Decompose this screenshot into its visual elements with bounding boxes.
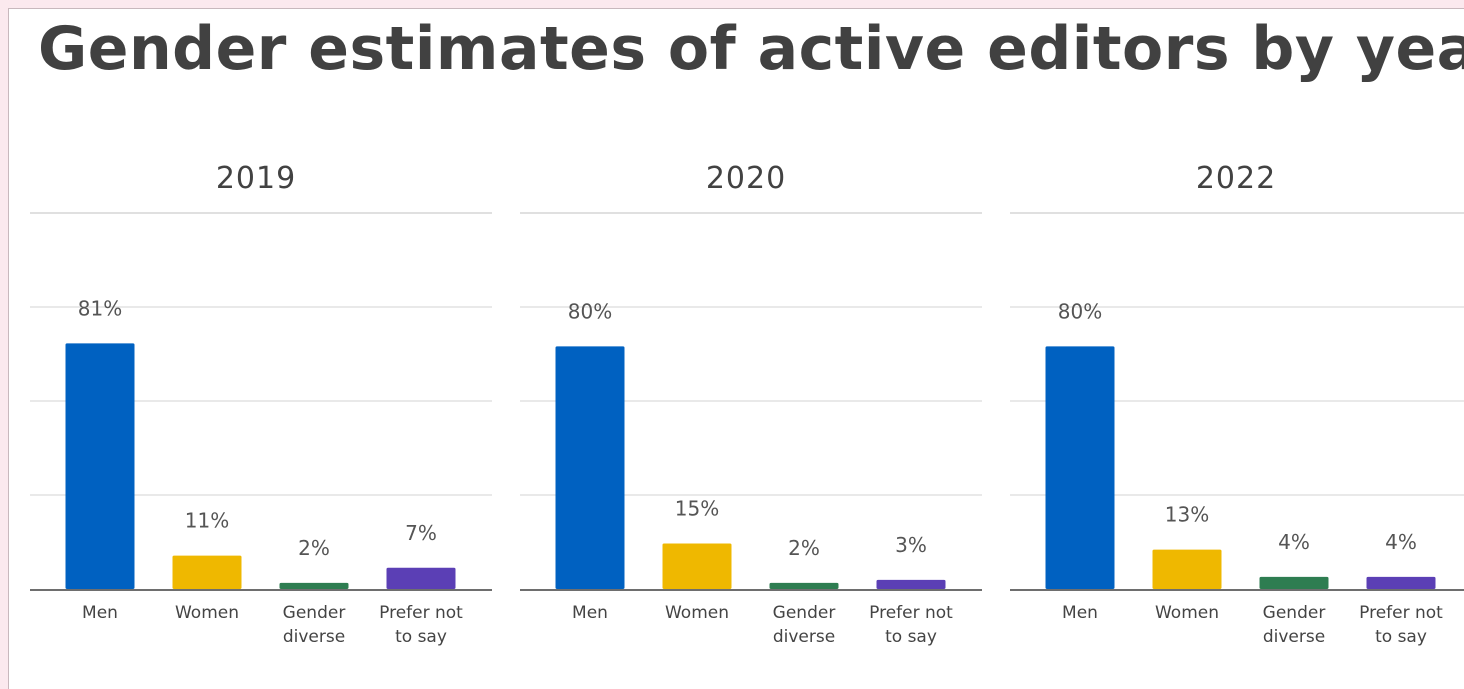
data-label: 7%: [405, 521, 437, 545]
bar: [662, 543, 732, 589]
bar: [65, 343, 135, 589]
category-label: Gender diverse: [283, 603, 346, 647]
bar: [1045, 346, 1115, 589]
bar: [769, 582, 839, 589]
chart-panel-2022: 2022 80% Men 13% Women 4% Gender diverse 4% Prefe…: [1010, 161, 1464, 647]
data-label: 15%: [675, 497, 719, 521]
panel-title: 2020: [706, 161, 786, 196]
bar: [172, 555, 242, 589]
chart-panel-2019: 2019 81% Men 11% Women 2% Gender diverse 7% Prefe…: [30, 161, 492, 647]
bar: [1152, 549, 1222, 589]
data-label: 80%: [568, 299, 612, 323]
category-label: Gender diverse: [773, 603, 836, 647]
panel-title: 2022: [1196, 161, 1276, 196]
category-label: Women: [175, 603, 239, 623]
panel-title: 2019: [216, 161, 296, 196]
data-label: 2%: [298, 536, 330, 560]
data-label: 80%: [1058, 299, 1102, 323]
category-label: Prefer not to say: [1359, 603, 1443, 647]
chart-title: Gender estimates of active editors by ye…: [38, 14, 1464, 84]
data-label: 13%: [1165, 503, 1209, 527]
category-label: Prefer not to say: [379, 603, 463, 647]
data-label: 3%: [895, 533, 927, 557]
data-label: 4%: [1385, 530, 1417, 554]
category-label: Women: [1155, 603, 1219, 623]
data-label: 2%: [788, 536, 820, 560]
category-label: Gender diverse: [1263, 603, 1326, 647]
category-label: Men: [1062, 603, 1098, 623]
category-label: Prefer not to say: [869, 603, 953, 647]
category-label: Men: [82, 603, 118, 623]
chart-panel-2020: 2020 80% Men 15% Women 2% Gender diverse 3% Prefe…: [520, 161, 982, 647]
data-label: 4%: [1278, 530, 1310, 554]
bar: [279, 582, 349, 589]
data-label: 81%: [78, 296, 122, 320]
bar: [1259, 576, 1329, 589]
category-label: Men: [572, 603, 608, 623]
category-label: Women: [665, 603, 729, 623]
bar: [1366, 576, 1436, 589]
data-label: 11%: [185, 509, 229, 533]
bar: [386, 567, 456, 589]
bar: [876, 579, 946, 589]
bar: [555, 346, 625, 589]
